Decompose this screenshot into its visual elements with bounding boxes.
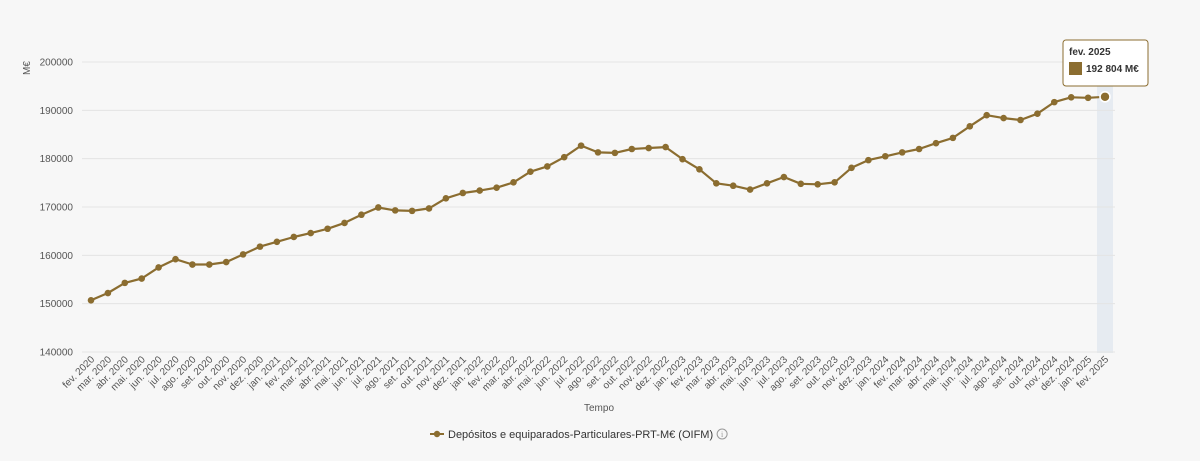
data-point[interactable] [729, 182, 737, 190]
series-line [90, 95, 1106, 302]
data-point[interactable] [341, 219, 348, 227]
data-point[interactable] [780, 173, 788, 181]
data-point[interactable] [983, 111, 990, 119]
tooltip-box [1062, 39, 1149, 87]
data-point[interactable] [172, 255, 179, 263]
data-point[interactable] [138, 275, 145, 282]
data-point[interactable] [713, 180, 720, 187]
tooltip-swatch-icon [1069, 62, 1082, 75]
tooltip: fev. 2025 192 804 M€ [1062, 39, 1149, 87]
svg-text:i: i [721, 430, 724, 439]
data-point[interactable] [949, 134, 957, 142]
data-point[interactable] [358, 211, 365, 219]
data-point[interactable] [966, 122, 974, 130]
data-point[interactable] [375, 204, 382, 211]
x-axis-title: Tempo [584, 403, 614, 414]
data-point[interactable] [746, 186, 754, 193]
data-point-highlighted[interactable] [1099, 90, 1111, 103]
data-point[interactable] [1067, 93, 1075, 101]
data-point[interactable] [155, 264, 162, 271]
data-point[interactable] [104, 289, 112, 297]
data-point[interactable] [865, 156, 872, 164]
data-point[interactable] [1051, 98, 1058, 106]
data-point[interactable] [932, 139, 940, 147]
data-point[interactable] [408, 207, 416, 215]
hover-highlight-band [1097, 55, 1113, 353]
tooltip-value: 192 804 M€ [1086, 64, 1139, 75]
data-point[interactable] [645, 144, 652, 152]
data-point[interactable] [882, 152, 889, 160]
legend-series-name[interactable]: Depósitos e equiparados-Particulares-PRT… [448, 429, 713, 441]
data-point[interactable] [594, 149, 602, 156]
data-point[interactable] [848, 164, 855, 172]
data-point[interactable] [544, 163, 551, 170]
data-point[interactable] [915, 145, 923, 153]
y-tick-label: 150000 [40, 299, 74, 310]
data-point[interactable] [898, 149, 906, 156]
data-point[interactable] [763, 180, 771, 187]
data-point[interactable] [1017, 116, 1024, 124]
y-axis-title: M€ [22, 61, 33, 75]
grid [82, 61, 1115, 353]
data-point[interactable] [307, 229, 315, 237]
data-point[interactable] [222, 258, 230, 266]
data-point[interactable] [256, 243, 264, 250]
data-point[interactable] [121, 279, 129, 287]
data-point[interactable] [324, 225, 331, 233]
y-tick-label: 180000 [40, 154, 74, 165]
info-icon[interactable]: i [716, 428, 728, 440]
data-point[interactable] [290, 233, 298, 241]
data-point[interactable] [206, 261, 213, 268]
data-point[interactable] [797, 180, 805, 188]
legend[interactable]: Depósitos e equiparados-Particulares-PRT… [430, 428, 728, 441]
y-tick-label: 170000 [40, 203, 74, 214]
data-point[interactable] [493, 184, 500, 191]
data-point[interactable] [628, 145, 636, 153]
data-point[interactable] [527, 168, 534, 176]
y-tick-label: 160000 [40, 251, 74, 262]
y-axis-ticks: 140000 150000 160000 170000 180000 190000 2000… [40, 58, 74, 359]
data-point[interactable] [442, 195, 450, 202]
legend-marker-icon [433, 430, 441, 438]
data-point[interactable] [1084, 94, 1092, 102]
data-point[interactable] [87, 296, 95, 304]
data-point[interactable] [391, 207, 399, 214]
data-point[interactable] [1000, 114, 1007, 122]
y-tick-label: 200000 [40, 58, 74, 69]
data-point[interactable] [831, 179, 838, 186]
data-point[interactable] [679, 155, 686, 163]
data-point[interactable] [560, 153, 568, 161]
data-point[interactable] [577, 142, 585, 149]
data-point[interactable] [189, 261, 196, 268]
tooltip-title: fev. 2025 [1069, 47, 1111, 58]
data-point[interactable] [510, 179, 517, 186]
data-point[interactable] [425, 205, 433, 212]
data-point[interactable] [273, 238, 281, 246]
data-point[interactable] [662, 143, 669, 151]
data-point[interactable] [476, 187, 484, 194]
data-point[interactable] [1034, 110, 1041, 118]
y-tick-label: 140000 [40, 348, 74, 359]
data-point[interactable] [696, 166, 703, 173]
y-tick-label: 190000 [40, 106, 74, 117]
data-point[interactable] [459, 189, 467, 197]
data-point[interactable] [611, 149, 619, 157]
data-point[interactable] [239, 251, 247, 258]
data-points[interactable] [87, 90, 1111, 304]
data-point[interactable] [814, 180, 821, 188]
